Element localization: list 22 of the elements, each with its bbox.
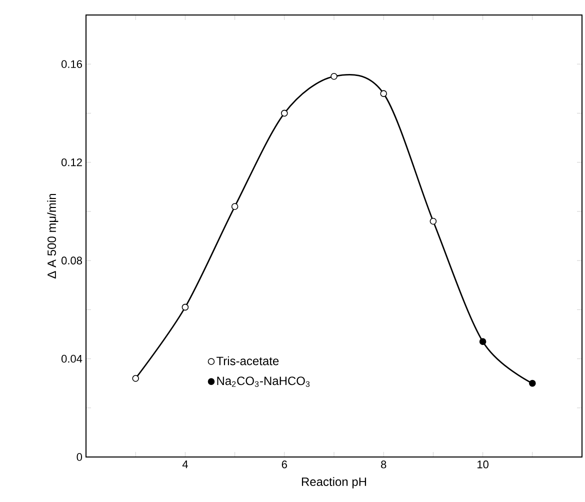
point (380, 90, 388, 97)
point (182, 304, 189, 311)
legend-label: Tris-acetate (216, 356, 279, 366)
point (231, 203, 238, 210)
point (330, 72, 338, 80)
y-tick-label: 0.12 (61, 158, 82, 166)
point (281, 110, 288, 117)
y-tick-label: 0 (76, 453, 82, 461)
y-tick-label: 0.08 (61, 256, 82, 264)
y-axis-title: Δ A 500 mμ/min (47, 194, 58, 278)
point (529, 380, 536, 387)
x-tick-label: 4 (182, 460, 188, 468)
point (132, 375, 140, 382)
y-tick-label: 0.04 (61, 354, 82, 363)
point (430, 218, 437, 225)
point (479, 338, 486, 345)
x-axis-title: Reaction pH (302, 477, 366, 488)
legend-label: Na$_{2}$CO$_{3}$-NaHCO$_{3}$ (217, 376, 310, 387)
x-tick-label: 6 (282, 460, 287, 468)
x-tick-label: 8 (381, 460, 386, 468)
y-tick-label: 0.16 (61, 60, 82, 68)
x-tick-label: 10 (478, 460, 488, 468)
